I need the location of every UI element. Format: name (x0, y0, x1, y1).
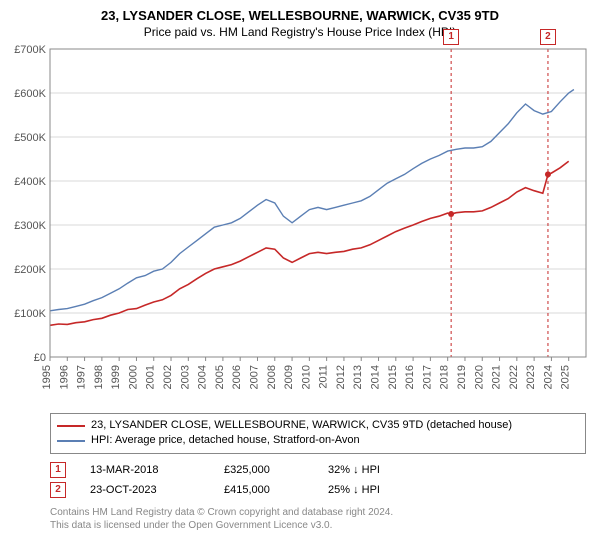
legend-label: HPI: Average price, detached house, Stra… (91, 433, 360, 448)
svg-text:1999: 1999 (110, 365, 122, 389)
svg-text:2020: 2020 (473, 365, 485, 389)
svg-text:2021: 2021 (491, 365, 503, 389)
marker-price: £325,000 (224, 464, 304, 476)
attribution-line2: This data is licensed under the Open Gov… (50, 519, 586, 532)
svg-text:2023: 2023 (525, 365, 537, 389)
marker-number-box: 2 (50, 482, 66, 498)
svg-text:2024: 2024 (542, 365, 554, 389)
marker-row: 1 13-MAR-2018 £325,000 32% ↓ HPI (50, 460, 586, 480)
svg-text:£0: £0 (34, 352, 46, 364)
legend-label: 23, LYSANDER CLOSE, WELLESBOURNE, WARWIC… (91, 418, 512, 433)
svg-text:2015: 2015 (387, 365, 399, 389)
svg-text:2012: 2012 (335, 365, 347, 389)
svg-text:2005: 2005 (214, 365, 226, 389)
svg-text:1995: 1995 (41, 365, 53, 389)
svg-text:2017: 2017 (421, 365, 433, 389)
marker-price: £415,000 (224, 484, 304, 496)
marker-date: 13-MAR-2018 (90, 464, 200, 476)
svg-text:1996: 1996 (58, 365, 70, 389)
svg-text:2010: 2010 (300, 365, 312, 389)
marker-date: 23-OCT-2023 (90, 484, 200, 496)
svg-text:2019: 2019 (456, 365, 468, 389)
marker-diff: 25% ↓ HPI (328, 484, 428, 496)
svg-text:2001: 2001 (145, 365, 157, 389)
svg-text:2009: 2009 (283, 365, 295, 389)
marker-row: 2 23-OCT-2023 £415,000 25% ↓ HPI (50, 480, 586, 500)
line-chart: £0 £100K £200K £300K £400K £500K £600K £700K 199… (6, 45, 594, 407)
plot-area: £0 £100K £200K £300K £400K £500K £600K £700K 199… (6, 45, 594, 407)
legend: 23, LYSANDER CLOSE, WELLESBOURNE, WARWIC… (50, 413, 586, 454)
chart-container: 23, LYSANDER CLOSE, WELLESBOURNE, WARWIC… (0, 0, 600, 532)
attribution-line1: Contains HM Land Registry data © Crown c… (50, 506, 586, 519)
svg-text:2014: 2014 (370, 365, 382, 389)
svg-text:2004: 2004 (197, 365, 209, 389)
chart-subtitle: Price paid vs. HM Land Registry's House … (6, 25, 594, 39)
attribution: Contains HM Land Registry data © Crown c… (50, 506, 586, 532)
chart-marker-box: 2 (540, 29, 556, 45)
legend-row: HPI: Average price, detached house, Stra… (57, 433, 579, 448)
svg-text:2008: 2008 (266, 365, 278, 389)
marker-number-box: 1 (50, 462, 66, 478)
svg-text:2000: 2000 (127, 365, 139, 389)
svg-text:1998: 1998 (93, 365, 105, 389)
svg-text:2002: 2002 (162, 365, 174, 389)
svg-text:£400K: £400K (14, 176, 46, 188)
marker-table: 1 13-MAR-2018 £325,000 32% ↓ HPI 2 23-OCT-202… (50, 460, 586, 500)
svg-text:2007: 2007 (248, 365, 260, 389)
svg-text:2018: 2018 (439, 365, 451, 389)
marker-diff: 32% ↓ HPI (328, 464, 428, 476)
svg-text:2006: 2006 (231, 365, 243, 389)
svg-text:£500K: £500K (14, 132, 46, 144)
svg-text:2011: 2011 (318, 365, 330, 389)
svg-text:2022: 2022 (508, 365, 520, 389)
svg-text:£100K: £100K (14, 308, 46, 320)
svg-text:£300K: £300K (14, 220, 46, 232)
chart-marker-box: 1 (443, 29, 459, 45)
svg-text:2025: 2025 (560, 365, 572, 389)
svg-text:2016: 2016 (404, 365, 416, 389)
legend-swatch (57, 440, 85, 442)
chart-title: 23, LYSANDER CLOSE, WELLESBOURNE, WARWIC… (6, 8, 594, 25)
svg-text:2003: 2003 (179, 365, 191, 389)
svg-text:2013: 2013 (352, 365, 364, 389)
legend-swatch (57, 425, 85, 427)
svg-text:£600K: £600K (14, 88, 46, 100)
svg-text:£700K: £700K (14, 45, 46, 56)
svg-text:1997: 1997 (76, 365, 88, 389)
svg-text:£200K: £200K (14, 264, 46, 276)
legend-row: 23, LYSANDER CLOSE, WELLESBOURNE, WARWIC… (57, 418, 579, 433)
